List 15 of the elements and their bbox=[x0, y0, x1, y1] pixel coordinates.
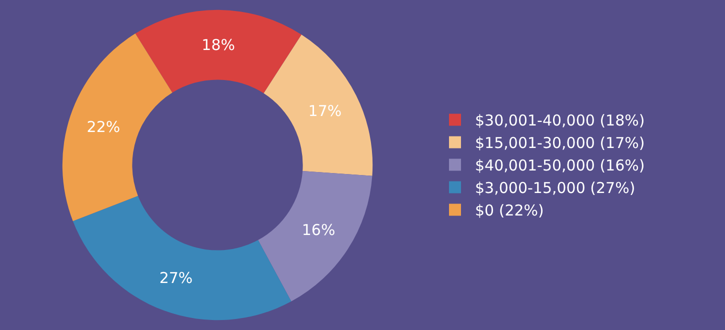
data-label: 27% bbox=[159, 268, 193, 287]
data-label: 18% bbox=[202, 36, 236, 54]
data-label: 17% bbox=[308, 102, 342, 120]
donut-slice bbox=[135, 10, 302, 94]
donut-slice bbox=[62, 33, 172, 222]
donut-slice bbox=[264, 34, 372, 176]
data-label: 16% bbox=[302, 221, 336, 240]
donut-slice bbox=[72, 196, 292, 320]
data-label: 22% bbox=[86, 118, 120, 136]
legend-label: $0 (22%) bbox=[475, 202, 544, 220]
donut-slice bbox=[258, 170, 372, 302]
legend-label: $15,001-30,000 (17%) bbox=[475, 134, 645, 152]
legend-label: $30,001-40,000 (18%) bbox=[475, 112, 645, 130]
legend-label: $40,001-50,000 (16%) bbox=[475, 156, 645, 175]
legend-label: $3,000-15,000 (27%) bbox=[475, 179, 636, 198]
